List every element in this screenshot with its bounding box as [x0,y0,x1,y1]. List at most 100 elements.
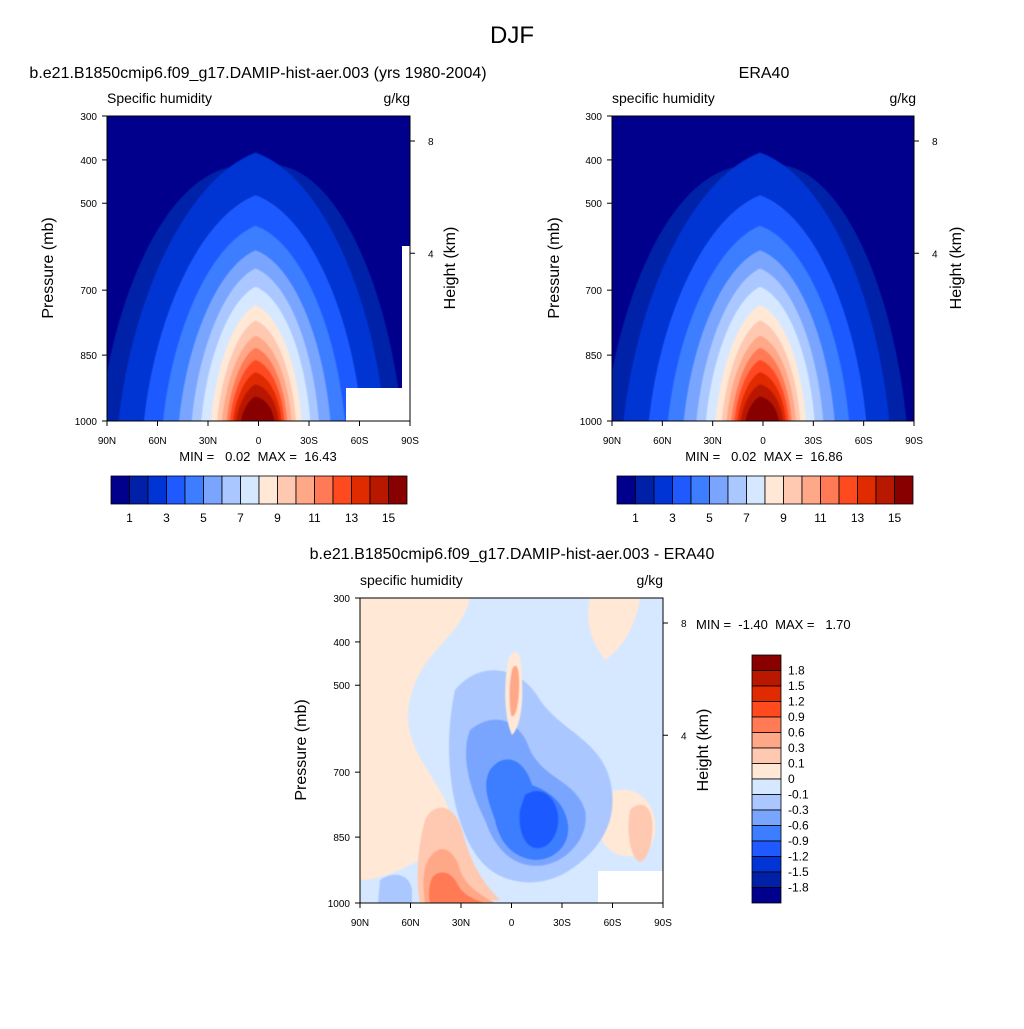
y2-tick-label: 8 [681,619,687,630]
panel-diff-ylabel: Pressure (mb) [293,699,310,800]
panel-diff-left-label: specific humidity [360,572,463,588]
colorbar-label: 9 [274,511,281,525]
colorbar-label: 1.2 [788,695,805,709]
panel-model-left-label: Specific humidity [107,90,212,106]
panel-diff-contours [360,598,663,903]
panel-model-units: g/kg [384,90,410,106]
y-tick-label: 700 [333,768,350,779]
panel-model-missing-patch [346,388,410,421]
colorbar-label: 11 [814,511,827,525]
contour-band [509,665,520,717]
panel-diff-yticks: 300 400 500 700 850 1000 [328,594,360,910]
y-tick-label: 1000 [580,417,603,428]
colorbar-label: 15 [382,511,396,525]
colorbar-label: -0.9 [788,834,809,848]
panel-model-ylabel: Pressure (mb) [40,217,57,318]
x-tick-label: 30S [804,436,822,447]
colorbar-label: -1.8 [788,881,809,895]
x-tick-label: 0 [760,436,766,447]
panel-model-colorbar: 1 3 5 7 9 11 13 15 [110,475,408,525]
y-tick-label: 700 [80,286,97,297]
panel-model: b.e21.B1850cmip6.f09_g17.DAMIP-hist-aer.… [29,65,486,525]
colorbar-swatch [314,475,334,505]
panel-model-title: b.e21.B1850cmip6.f09_g17.DAMIP-hist-aer.… [29,65,486,82]
colorbar-label: 1 [126,511,133,525]
colorbar-swatch [751,871,782,888]
colorbar-swatch [894,475,914,505]
x-tick-label: 0 [256,436,262,447]
colorbar-swatch [240,475,260,505]
colorbar-swatch [727,475,747,505]
colorbar-swatch [875,475,895,505]
colorbar-swatch [838,475,858,505]
x-tick-label: 60N [148,436,166,447]
colorbar-swatch [764,475,784,505]
y-tick-label: 1000 [75,417,98,428]
colorbar-swatch [751,716,782,733]
panel-era40-colorbar: 1 3 5 7 9 11 13 15 [616,475,914,525]
contour-band [588,598,640,660]
x-tick-label: 30S [300,436,318,447]
y-tick-label: 850 [585,351,602,362]
panel-diff-missing-patch [598,871,663,903]
y-tick-label: 300 [333,594,350,605]
colorbar-label: 13 [345,511,359,525]
y-tick-label: 700 [585,286,602,297]
colorbar-label: -0.1 [788,788,809,802]
y2-tick-label: 4 [428,249,434,260]
contour-band [241,396,275,421]
y-tick-label: 400 [585,156,602,167]
y-tick-label: 850 [333,833,350,844]
colorbar-label: 0.9 [788,710,805,724]
colorbar-swatch [369,475,389,505]
x-tick-label: 90S [905,436,923,447]
panel-era40-xticks: 90N 60N 30N 0 30S 60S 90S [603,421,923,447]
y2-tick-label: 4 [681,731,687,742]
colorbar-swatch [166,475,186,505]
panel-era40-contours [612,116,914,421]
colorbar-label: 7 [743,511,750,525]
y-tick-label: 400 [80,156,97,167]
panel-model-missing-strip [402,246,410,388]
x-tick-label: 60S [351,436,369,447]
x-tick-label: 90N [98,436,116,447]
colorbar-label: -0.6 [788,819,809,833]
colorbar-swatch [203,475,223,505]
colorbar-swatch [751,840,782,857]
panel-era40: ERA40 specific humidity g/kg 30040050070… [546,65,965,525]
panel-era40-title: ERA40 [739,65,790,82]
colorbar-swatch [616,475,636,505]
colorbar-swatch [801,475,821,505]
colorbar-swatch [332,475,352,505]
panel-model-y2ticks: 84 [410,137,434,260]
x-tick-label: 60S [604,918,622,929]
colorbar-swatch [857,475,877,505]
panel-era40-stats: MIN = 0.02 MAX = 16.86 [685,449,843,464]
x-tick-label: 30N [703,436,721,447]
panel-model-y2label: Height (km) [442,227,459,310]
panel-model-contours [107,116,410,421]
colorbar-swatch [672,475,692,505]
contour-band [519,791,559,849]
colorbar-label: 0.3 [788,741,805,755]
colorbar-swatch [820,475,840,505]
y-tick-label: 300 [80,112,97,123]
y-tick-label: 500 [585,199,602,210]
y2-tick-label: 8 [428,137,434,148]
colorbar-swatch [751,809,782,826]
colorbar-swatch [277,475,297,505]
panel-model-xticks: 90N 60N 30N 0 30S 60S 90S [98,421,419,447]
y-tick-label: 500 [333,681,350,692]
panel-diff-title: b.e21.B1850cmip6.f09_g17.DAMIP-hist-aer.… [310,546,715,563]
colorbar-swatch [751,856,782,873]
x-tick-label: 30S [553,918,571,929]
x-tick-label: 90N [603,436,621,447]
x-tick-label: 30N [199,436,217,447]
colorbar-label: 5 [706,511,713,525]
panel-diff-y2ticks: 84 [663,619,687,742]
panel-diff-y2label: Height (km) [695,709,712,792]
colorbar-label: 3 [669,511,676,525]
y-tick-label: 500 [80,199,97,210]
contour-band [378,874,412,903]
